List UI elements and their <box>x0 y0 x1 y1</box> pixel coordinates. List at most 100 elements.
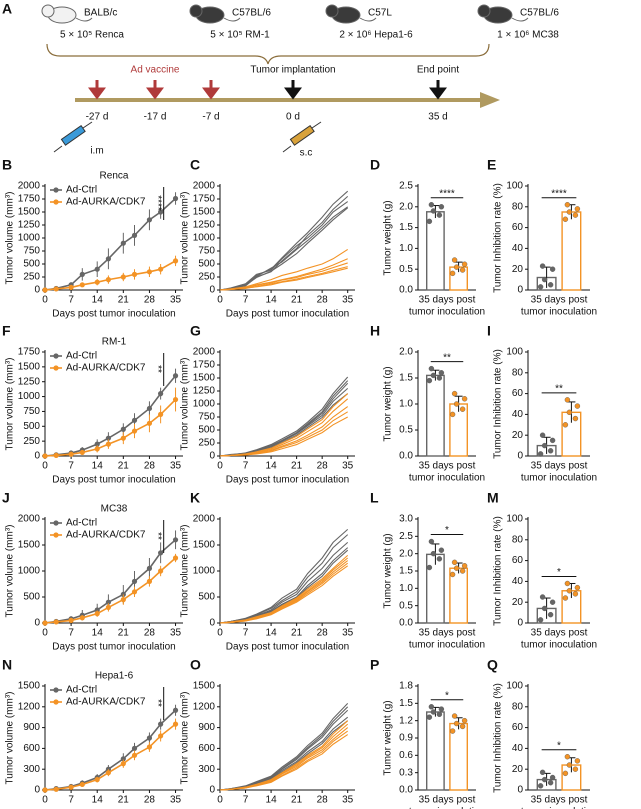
data-point <box>547 448 554 454</box>
point <box>79 271 85 277</box>
y-tick-label: 2.5 <box>399 181 413 192</box>
significance: **** <box>551 188 567 199</box>
y-tick-label: 1.2 <box>399 715 413 726</box>
x-tick-label: 21 <box>291 628 303 639</box>
point <box>94 279 100 285</box>
point <box>146 578 153 585</box>
data-point <box>461 717 468 724</box>
point <box>158 568 164 574</box>
mouse-icon <box>477 4 491 18</box>
y-tick-label: 20 <box>512 764 524 775</box>
y-tick-label: 0.6 <box>399 750 413 761</box>
y-tick-label: 1.0 <box>399 583 413 594</box>
legend-swatch <box>53 199 59 205</box>
point <box>53 452 59 459</box>
x-tick-label: 7 <box>68 295 74 306</box>
y-tick-label: 1500 <box>193 373 216 384</box>
y-tick-label: 40 <box>512 409 524 420</box>
y-tick-label: 1500 <box>18 361 41 372</box>
y-tick-label: 250 <box>198 272 215 283</box>
data-point <box>451 559 458 566</box>
mean-line <box>44 398 177 457</box>
x-tick-label: 28 <box>144 461 156 472</box>
y-tick-label: 500 <box>23 592 40 603</box>
significance: ** <box>443 352 451 363</box>
panel-label: F <box>2 323 11 339</box>
data-point <box>547 780 554 786</box>
data-point <box>426 377 433 384</box>
y-axis-label: Tumor Inhibition rate (%) <box>493 183 504 293</box>
panel-label: H <box>370 323 380 339</box>
y-tick-label: 100 <box>506 514 523 525</box>
y-axis-label: Tumor volume (mm³) <box>180 525 191 618</box>
x-tick-label: 14 <box>266 461 278 472</box>
data-point <box>564 754 571 760</box>
panel-label: P <box>370 657 379 673</box>
data-point <box>562 770 569 777</box>
significance: ** <box>152 365 163 373</box>
y-tick-label: 1750 <box>18 347 41 358</box>
legend-label: Ad-AURKA/CDK7 <box>66 197 146 208</box>
individual-line <box>219 560 349 624</box>
x-tick-label: 28 <box>317 461 329 472</box>
point <box>120 435 126 441</box>
panel-label: C <box>190 157 200 173</box>
data-point <box>549 266 556 272</box>
point <box>158 733 164 739</box>
x-tick-label: 28 <box>317 795 329 806</box>
data-point <box>438 204 445 210</box>
y-axis-label: Tumor volume (mm³) <box>180 692 191 785</box>
data-point <box>459 267 466 273</box>
legend-swatch <box>53 532 59 538</box>
data-point <box>566 209 573 215</box>
x-tick-label: 14 <box>92 795 104 806</box>
mouse-icon <box>41 4 55 18</box>
x-axis-label: 35 days post <box>419 295 476 306</box>
data-point <box>566 409 573 416</box>
point <box>172 258 179 264</box>
significance: ** <box>152 699 163 707</box>
x-tick-label: 35 <box>342 795 354 806</box>
y-tick-label: 2.0 <box>399 201 413 212</box>
y-tick-label: 60 <box>512 222 524 233</box>
y-axis-label: Tumor volume (mm³) <box>5 525 16 618</box>
point <box>146 565 153 572</box>
individual-line <box>219 416 348 457</box>
x-tick-label: 14 <box>266 628 278 639</box>
y-tick-label: 300 <box>23 764 40 775</box>
x-axis-label: tumor inoculation <box>521 807 597 809</box>
x-axis-label: 35 days post <box>531 795 588 806</box>
point <box>131 417 138 423</box>
individual-line <box>219 716 349 791</box>
point <box>131 745 138 752</box>
x-tick-label: 0 <box>42 628 48 639</box>
individual-line <box>219 534 349 624</box>
point <box>53 619 59 625</box>
y-tick-label: 1000 <box>18 566 41 577</box>
data-point <box>436 556 443 562</box>
y-tick-label: 1000 <box>193 566 216 577</box>
x-tick-label: 0 <box>42 461 48 472</box>
panel-label: J <box>2 490 10 506</box>
mean-line <box>44 197 177 291</box>
y-tick-label: 2.0 <box>399 347 413 358</box>
y-tick-label: 60 <box>512 722 524 733</box>
y-tick-label: 2000 <box>18 514 41 525</box>
data-point <box>426 564 433 571</box>
legend-swatch <box>53 687 59 693</box>
y-tick-label: 250 <box>198 438 215 449</box>
data-point <box>459 723 466 730</box>
y-tick-label: 3.0 <box>399 514 413 525</box>
vaccine-label: Ad vaccine <box>131 65 180 76</box>
data-point <box>539 263 546 269</box>
data-point <box>428 365 435 372</box>
x-tick-label: 21 <box>118 628 130 639</box>
panel-label: I <box>487 323 491 339</box>
x-axis-label: Days post tumor inoculation <box>52 642 175 653</box>
legend-label: Ad-Ctrl <box>66 685 97 696</box>
point <box>158 209 164 215</box>
legend-label: Ad-Ctrl <box>66 185 97 196</box>
data-point <box>438 706 445 712</box>
data-point <box>430 709 437 715</box>
y-tick-label: 1.0 <box>399 399 413 410</box>
